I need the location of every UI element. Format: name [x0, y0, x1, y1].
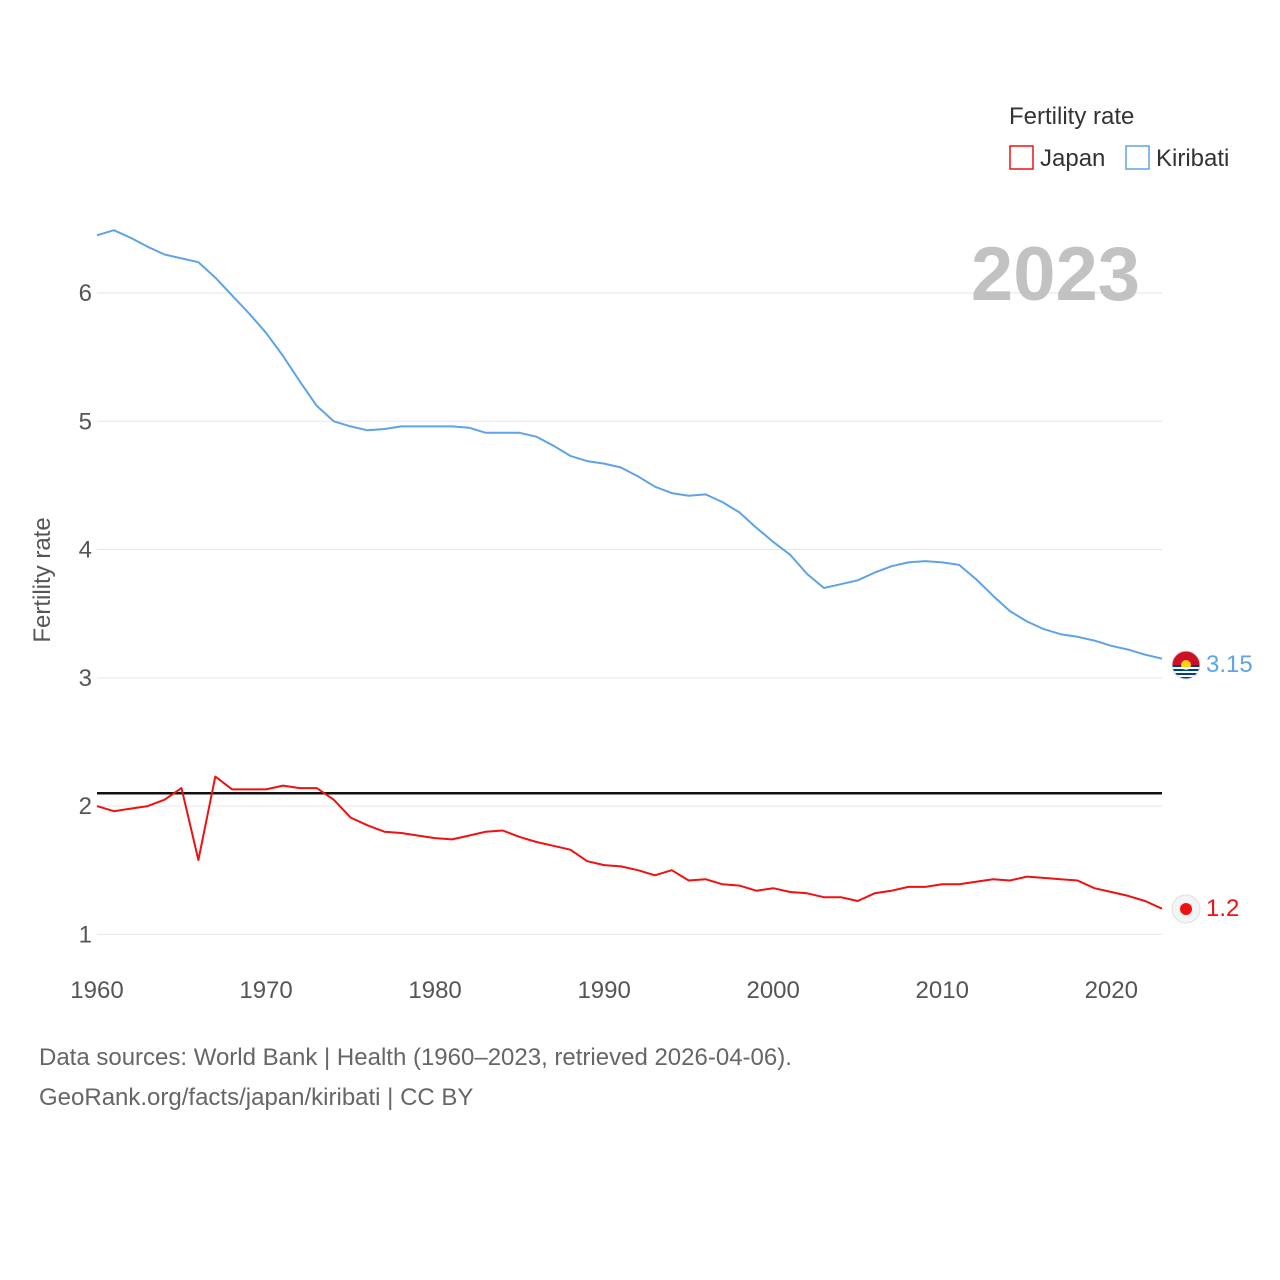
grid-lines	[97, 292, 1162, 935]
x-tick-label-1970: 1970	[239, 977, 292, 1004]
series-group	[96, 229, 1163, 910]
y-tick-label-2: 2	[79, 793, 92, 820]
legend-title: Fertility rate	[1009, 103, 1134, 130]
y-tick-label-5: 5	[79, 408, 92, 435]
x-tick-label-2000: 2000	[746, 977, 799, 1004]
legend-swatch-kiribati[interactable]	[1125, 145, 1150, 170]
series-line-kiribati	[96, 229, 1163, 660]
year-label: 2023	[971, 232, 1140, 317]
end-label-kiribati: 3.15	[1206, 651, 1253, 678]
footer-sources: Data sources: World Bank | Health (1960–…	[39, 1044, 792, 1071]
y-tick-label-4: 4	[79, 537, 92, 564]
y-axis: 1 2 3 4 5 6	[79, 280, 92, 948]
x-tick-label-2020: 2020	[1085, 977, 1138, 1004]
legend-label-japan[interactable]: Japan	[1040, 145, 1105, 172]
x-tick-label-1960: 1960	[70, 977, 123, 1004]
y-axis-label: Fertility rate	[29, 517, 56, 642]
x-tick-label-1980: 1980	[408, 977, 461, 1004]
fertility-chart: 1 2 3 4 5 6 1960 1970 1980 1990 2000 2010 2020 Fert…	[29, 103, 1253, 1004]
series-line-japan	[96, 775, 1163, 910]
y-tick-label-1: 1	[79, 921, 92, 948]
x-tick-label-2010: 2010	[916, 977, 969, 1004]
x-axis: 1960 1970 1980 1990 2000 2010 2020	[70, 977, 1138, 1004]
x-tick-label-1990: 1990	[577, 977, 630, 1004]
legend-label-kiribati[interactable]: Kiribati	[1156, 145, 1229, 172]
japan-flag-icon	[1171, 894, 1201, 924]
y-tick-label-6: 6	[79, 280, 92, 307]
end-label-japan: 1.2	[1206, 895, 1239, 922]
kiribati-flag-icon	[1171, 650, 1201, 680]
footer-link[interactable]: GeoRank.org/facts/japan/kiribati | CC BY	[39, 1084, 474, 1111]
legend-swatch-japan[interactable]	[1009, 145, 1034, 170]
y-tick-label-3: 3	[79, 665, 92, 692]
